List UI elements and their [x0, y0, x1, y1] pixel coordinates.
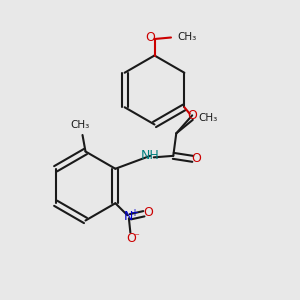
Text: NH: NH [141, 149, 160, 162]
Text: O: O [146, 31, 155, 44]
Text: ⁻: ⁻ [133, 232, 139, 242]
Text: +: + [130, 208, 138, 218]
Text: CH₃: CH₃ [70, 121, 90, 130]
Text: CH₃: CH₃ [198, 113, 218, 123]
Text: O: O [191, 152, 201, 165]
Text: CH₃: CH₃ [178, 32, 197, 42]
Text: O: O [126, 232, 136, 244]
Text: O: O [143, 206, 153, 219]
Text: O: O [187, 109, 197, 122]
Text: N: N [124, 210, 134, 223]
